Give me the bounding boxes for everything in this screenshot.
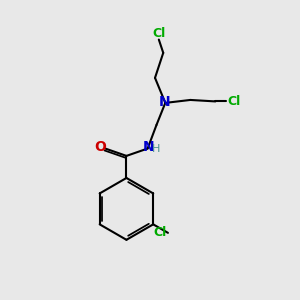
Text: Cl: Cl	[227, 95, 241, 108]
Text: Cl: Cl	[153, 226, 166, 239]
Text: N: N	[159, 95, 170, 109]
Text: O: O	[94, 140, 106, 154]
Text: N: N	[142, 140, 154, 154]
Text: Cl: Cl	[152, 27, 166, 40]
Text: H: H	[152, 144, 161, 154]
